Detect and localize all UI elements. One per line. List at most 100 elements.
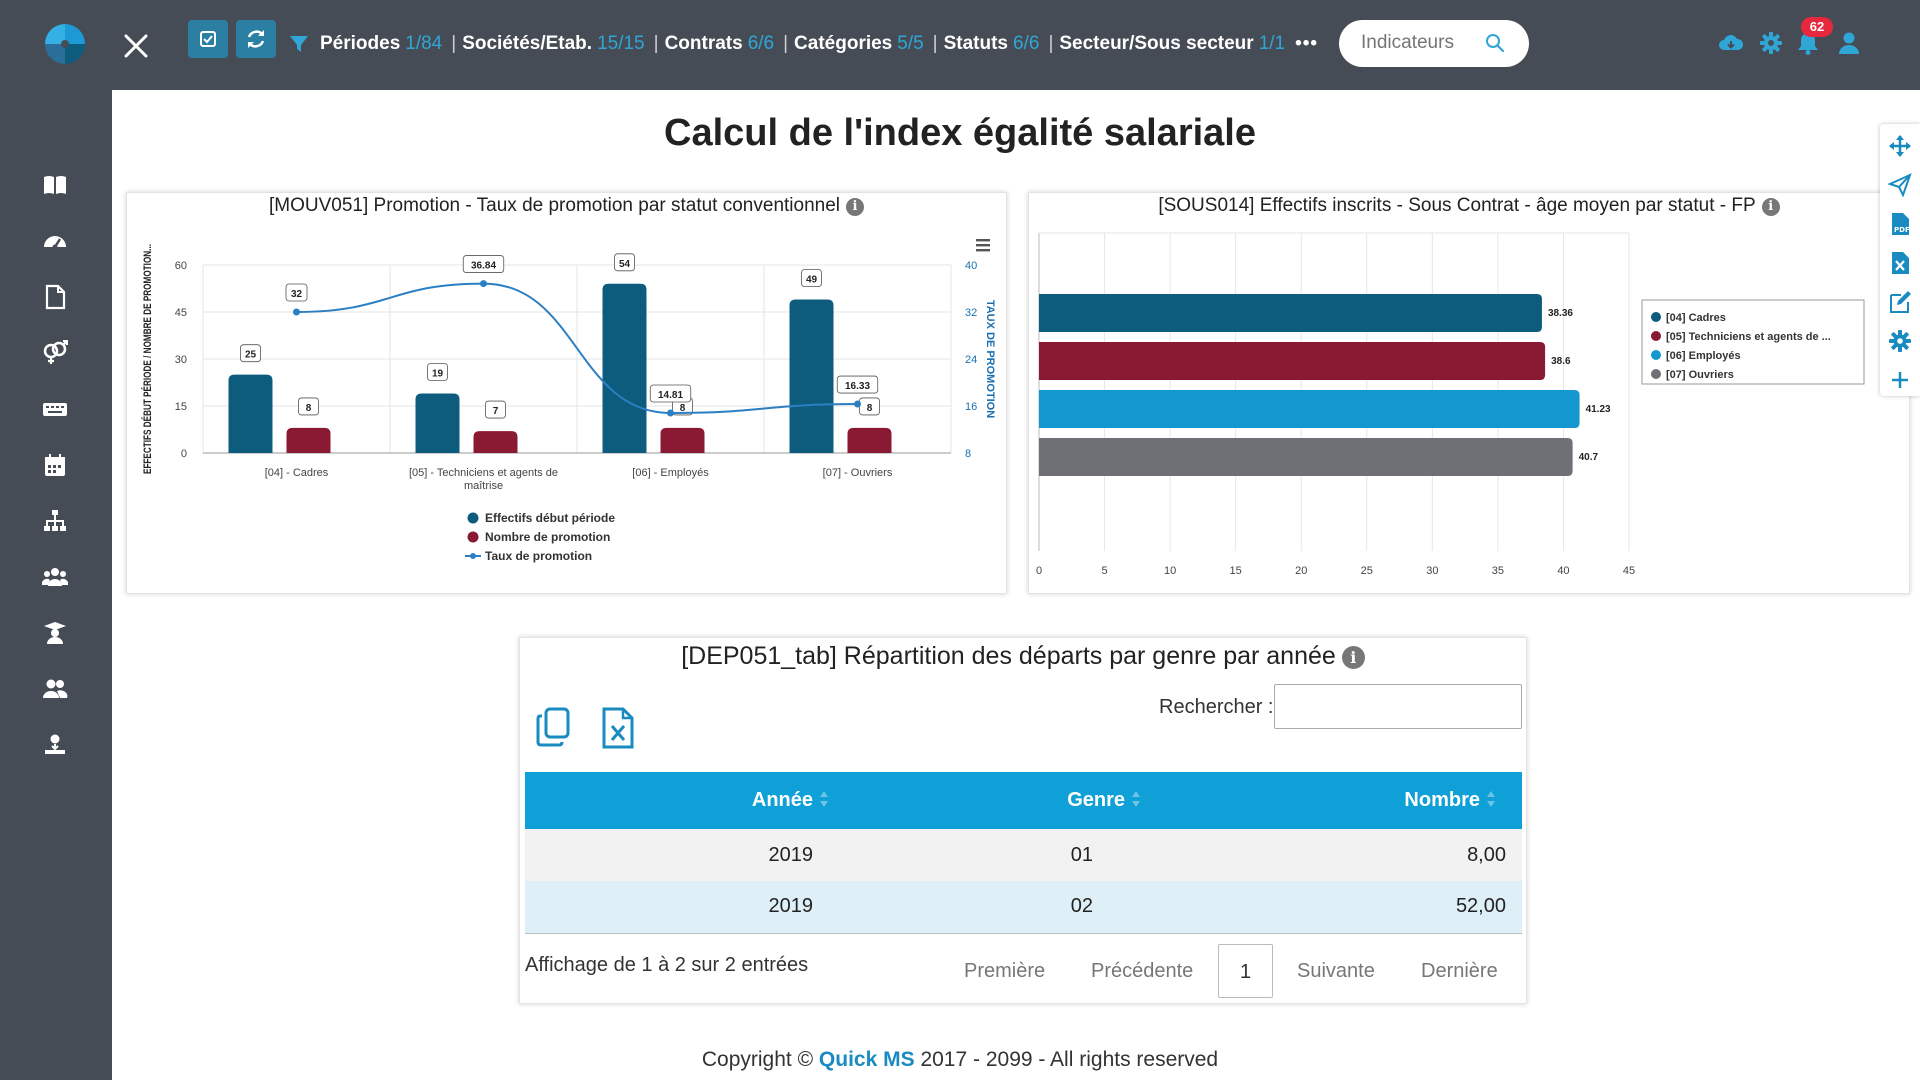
legend-box	[1641, 299, 1865, 385]
select-all-button[interactable]	[188, 20, 228, 58]
bar	[415, 393, 460, 453]
bell-icon[interactable]	[1795, 30, 1821, 56]
x-tick-label: [07] - Ouvriers	[823, 467, 893, 479]
users-icon[interactable]	[42, 676, 68, 702]
close-menu-icon[interactable]	[122, 32, 150, 60]
data-label: 8	[680, 403, 686, 414]
legend-marker	[1651, 369, 1661, 379]
bar	[228, 374, 273, 453]
data-label: 25	[245, 350, 257, 361]
graduate-icon[interactable]	[42, 620, 68, 646]
y2-tick-label: 32	[965, 307, 977, 319]
refresh-icon	[247, 30, 265, 48]
settings-gear-icon[interactable]	[1888, 329, 1912, 353]
brand-link[interactable]: Quick MS	[818, 1048, 915, 1071]
settings-gear-icon[interactable]	[1758, 30, 1784, 56]
pdf-export-icon[interactable]: PDF	[1888, 212, 1912, 236]
x-tick-label: [06] - Employés	[632, 467, 709, 479]
app-logo[interactable]	[45, 24, 85, 64]
bar	[660, 427, 705, 453]
calendar-icon[interactable]	[42, 452, 68, 478]
column-header-genre[interactable]: Genre	[855, 772, 1167, 829]
bar	[1039, 438, 1573, 476]
data-label-box	[462, 255, 505, 273]
filter-societes[interactable]: Sociétés/Etab. 15/15	[462, 33, 645, 54]
pager-first-button[interactable]: Première	[964, 960, 1046, 982]
indicator-search-input[interactable]	[1361, 30, 1481, 56]
filter-statuts[interactable]: Statuts 6/6	[943, 33, 1040, 54]
legend-marker	[1651, 312, 1661, 322]
chart-age-title: [SOUS014] Effectifs inscrits - Sous Cont…	[1029, 195, 1909, 217]
filter-icon[interactable]	[289, 34, 309, 54]
table-search-input[interactable]	[1274, 684, 1522, 729]
sort-icon	[1132, 791, 1140, 807]
excel-export-icon[interactable]	[1888, 251, 1912, 275]
gender-icon[interactable]	[42, 340, 68, 366]
cloud-download-icon[interactable]	[1718, 30, 1744, 56]
excel-export-icon[interactable]	[601, 707, 635, 749]
data-label: 38.36	[1548, 308, 1573, 319]
plus-icon[interactable]	[1888, 368, 1912, 392]
notification-count-badge: 62	[1801, 17, 1833, 37]
user-transfer-icon[interactable]	[42, 732, 68, 758]
chart-age-panel: [SOUS014] Effectifs inscrits - Sous Cont…	[1028, 192, 1910, 594]
pager-page-1-button[interactable]: 1	[1218, 944, 1273, 998]
data-label-box	[801, 269, 822, 287]
bar	[847, 427, 892, 453]
legend-marker	[1651, 350, 1661, 360]
line-point	[667, 409, 674, 417]
y2-axis-title: TAUX DE PROMOTION	[984, 300, 996, 418]
chart-menu-icon	[976, 244, 990, 247]
data-label-box	[614, 253, 635, 272]
table-row[interactable]: 2019 01 8,00	[525, 829, 1522, 881]
info-icon[interactable]: i	[846, 198, 864, 216]
legend-label: Effectifs début période	[485, 511, 615, 525]
send-icon[interactable]	[1888, 173, 1912, 197]
cell-nombre: 8,00	[1167, 829, 1522, 881]
pager-last-button[interactable]: Dernière	[1421, 960, 1498, 982]
page-title: Calcul de l'index égalité salariale	[664, 112, 1256, 154]
search-icon[interactable]	[1485, 33, 1505, 53]
book-icon[interactable]	[42, 172, 68, 198]
more-filters-button[interactable]: •••	[1295, 33, 1319, 54]
edit-icon[interactable]	[1888, 290, 1912, 314]
data-label: 32	[291, 289, 303, 300]
filter-categories[interactable]: Catégories 5/5	[794, 33, 924, 54]
filter-contrats[interactable]: Contrats 6/6	[664, 33, 775, 54]
table-info-text: Affichage de 1 à 2 sur 2 entrées	[525, 954, 809, 976]
data-label-box	[298, 397, 319, 416]
column-header-annee[interactable]: Année	[525, 772, 855, 829]
org-chart-icon[interactable]	[42, 508, 68, 534]
dashboard-gauge-icon[interactable]	[42, 228, 68, 254]
pager-previous-button[interactable]: Précédente	[1091, 960, 1194, 982]
indicator-search	[1339, 20, 1529, 67]
user-profile-icon[interactable]	[1836, 30, 1862, 56]
info-icon[interactable]: i	[1341, 646, 1365, 669]
document-icon[interactable]	[42, 284, 68, 310]
chart-promotion-plot: 0 8 15 16 30 24 45 32 60 40 EFFECTIFS DÉBUT PÉRIOD…	[141, 239, 996, 563]
chart-age-plot: 0 5 10 15 20 25 30 35 40 45 38.36 38.6 41.23 40.7 [04]…	[1036, 232, 1865, 577]
table-row[interactable]: 2019 02 52,00	[525, 881, 1522, 934]
column-header-nombre[interactable]: Nombre	[1167, 772, 1522, 829]
pager-next-button[interactable]: Suivante	[1297, 960, 1375, 982]
data-label-box	[836, 375, 879, 394]
filter-periodes[interactable]: Périodes 1/84	[320, 33, 443, 54]
team-icon[interactable]	[42, 564, 68, 590]
copy-icon[interactable]	[535, 707, 573, 747]
departures-table: Année Genre Nombre 2019 01 8,00 2019 02 …	[525, 772, 1522, 934]
filter-secteur[interactable]: Secteur/Sous secteur 1/1	[1059, 33, 1286, 54]
y2-tick-label: 16	[965, 401, 977, 413]
move-arrows-icon[interactable]	[1888, 134, 1912, 158]
data-label-box	[285, 283, 308, 302]
data-label: 19	[432, 368, 444, 379]
keyboard-icon[interactable]	[42, 396, 68, 422]
refresh-button[interactable]	[236, 20, 276, 58]
data-label-box	[427, 363, 448, 381]
data-label: 40.7	[1579, 452, 1599, 463]
bar	[789, 299, 834, 453]
data-label: 41.23	[1586, 404, 1611, 415]
x-tick-label: 15	[1230, 565, 1242, 577]
info-icon[interactable]: i	[1761, 198, 1780, 216]
footer: Copyright © Quick MS 2017 - 2099 - All r…	[701, 1048, 1219, 1071]
x-tick-label: 20	[1295, 565, 1307, 577]
